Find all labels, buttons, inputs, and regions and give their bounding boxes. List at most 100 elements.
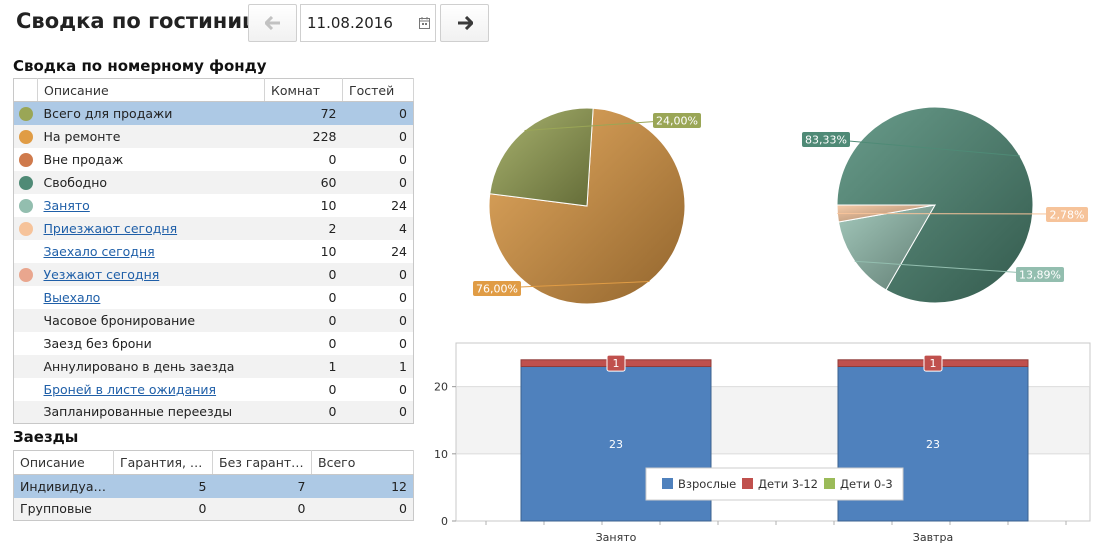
calendar-icon[interactable] (419, 17, 430, 29)
column-header-rooms[interactable]: Комнат (264, 78, 343, 102)
row-description-link[interactable]: Заехало сегодня (43, 243, 155, 259)
guests-count-cell: 0 (342, 400, 414, 424)
row-description: Всего для продажи (37, 101, 265, 125)
table-row[interactable]: Индивидуал... 5 7 12 (13, 474, 414, 498)
bar-segment[interactable] (837, 366, 1029, 522)
y-tick-label: 0 (441, 515, 448, 528)
table-row[interactable]: Занято 10 24 (14, 194, 414, 217)
column-header-description[interactable]: Описание (37, 78, 265, 102)
row-description: Свободно (37, 170, 265, 194)
table-row[interactable]: Заехало сегодня 10 24 (14, 240, 414, 263)
date-picker[interactable] (300, 4, 436, 42)
table-row[interactable]: Уезжают сегодня 0 0 (13, 262, 414, 286)
pie-slice-label: 76,00% (476, 283, 518, 296)
total-cell: 0 (311, 497, 414, 521)
rooms-count-cell: 10 (320, 197, 337, 213)
color-cell (14, 240, 38, 263)
color-cell (14, 378, 38, 401)
row-description-link[interactable]: Броней в листе ожидания (43, 381, 217, 397)
column-header-description[interactable]: Описание (13, 450, 114, 475)
bar-value-badge (606, 354, 626, 372)
pie-label-box (1016, 267, 1064, 282)
page-title: Сводка по гостинице (16, 9, 272, 33)
guests-stacked-bar-chart: 0 10 20 23 1 Занято 23 1 Завтра Взрослые Дети 3-12… (434, 342, 1091, 544)
guests-count-cell: 0 (399, 381, 407, 397)
date-input[interactable] (307, 5, 415, 41)
prev-date-button[interactable] (248, 4, 297, 42)
chart-legend: Взрослые Дети 3-12 Дети 0-3 (645, 467, 904, 501)
guaranteed-cell: 5 (113, 474, 213, 498)
table-row[interactable]: Заезд без брони 0 0 (14, 332, 414, 355)
rooms-table: Описание Комнат Гостей Всего для продажи… (13, 78, 414, 424)
guests-count-cell: 0 (399, 151, 407, 167)
table-row[interactable]: Приезжают сегодня 2 4 (13, 216, 414, 240)
color-dot-icon (18, 107, 33, 121)
rooms-count-cell: 0 (328, 335, 337, 351)
pie-slice-label: 24,00% (656, 115, 698, 128)
color-dot-icon (18, 267, 33, 282)
table-row[interactable]: Часовое бронирование 0 0 (13, 308, 414, 332)
table-row[interactable]: Броней в листе ожидания 0 0 (14, 378, 414, 401)
guests-count-cell: 0 (342, 170, 414, 194)
row-description-link[interactable]: Занято (43, 197, 90, 213)
color-cell (14, 286, 38, 309)
row-description: Заезд без брони (43, 335, 152, 351)
occupancy-pie-chart: 83,33% 13,89% 2,78% (802, 106, 1088, 304)
color-cell (14, 148, 38, 171)
guests-count-cell: 0 (399, 335, 407, 351)
row-description: Вне продаж (43, 151, 124, 167)
table-row[interactable]: Групповые 0 0 0 (13, 497, 414, 521)
column-header-guests[interactable]: Гостей (342, 78, 414, 102)
rooms-count-cell: 0 (264, 400, 343, 424)
color-cell (13, 216, 38, 240)
rooms-table-header: Описание Комнат Гостей (13, 78, 414, 102)
legend-label: Взрослые (678, 477, 736, 491)
table-row[interactable]: Свободно 60 0 (13, 170, 414, 194)
pie-label-box (1046, 207, 1088, 222)
bar-value-label: 1 (613, 357, 620, 370)
next-date-button[interactable] (440, 4, 489, 42)
color-cell (14, 194, 38, 217)
column-header-guaranteed[interactable]: Гарантия, ко... (113, 450, 213, 475)
column-header-total[interactable]: Всего (311, 450, 414, 475)
table-row[interactable]: Выехало 0 0 (14, 286, 414, 309)
color-dot-icon (18, 129, 33, 144)
rooms-count-cell: 72 (264, 101, 343, 125)
row-description: Групповые (13, 497, 114, 521)
color-dot-icon (18, 198, 33, 213)
bar-value-label: 23 (926, 438, 940, 451)
guests-count-cell: 24 (391, 243, 407, 259)
row-description: Индивидуал... (13, 474, 114, 498)
guests-count-cell: 0 (342, 262, 414, 286)
pie-slice-label: 13,89% (1019, 269, 1061, 282)
table-row[interactable]: На ремонте 228 0 (13, 124, 414, 148)
row-description: Часовое бронирование (37, 308, 265, 332)
guests-count-cell: 4 (342, 216, 414, 240)
table-row[interactable]: Всего для продажи 72 0 (13, 101, 414, 125)
rooms-count-cell: 1 (264, 354, 343, 378)
unguaranteed-cell: 0 (212, 497, 312, 521)
table-row[interactable]: Запланированные переезды 0 0 (13, 400, 414, 424)
table-row[interactable]: Вне продаж 0 0 (14, 148, 414, 171)
row-description-link[interactable]: Выехало (43, 289, 101, 305)
legend-label: Дети 0-3 (840, 477, 893, 491)
arrivals-section-title: Заезды (13, 428, 79, 446)
rooms-count-cell: 0 (264, 308, 343, 332)
legend-box (645, 467, 904, 501)
arrivals-table: Описание Гарантия, ко... Без гарантии...… (13, 450, 414, 521)
unguaranteed-cell: 7 (212, 474, 312, 498)
guests-count-cell: 0 (342, 101, 414, 125)
row-description: Аннулировано в день заезда (37, 354, 265, 378)
legend-swatch (742, 478, 753, 489)
row-description-link[interactable]: Приезжают сегодня (37, 216, 265, 240)
arrivals-table-header: Описание Гарантия, ко... Без гарантии...… (13, 450, 414, 475)
guests-count-cell: 24 (391, 197, 407, 213)
table-row[interactable]: Аннулировано в день заезда 1 1 (13, 354, 414, 378)
color-dot-icon (18, 221, 33, 236)
color-cell (13, 170, 38, 194)
column-header-unguaranteed[interactable]: Без гарантии... (212, 450, 312, 475)
pie-slice[interactable] (489, 107, 594, 207)
pie-leader-line (524, 119, 678, 131)
row-description-link[interactable]: Уезжают сегодня (37, 262, 265, 286)
guaranteed-cell: 0 (113, 497, 213, 521)
